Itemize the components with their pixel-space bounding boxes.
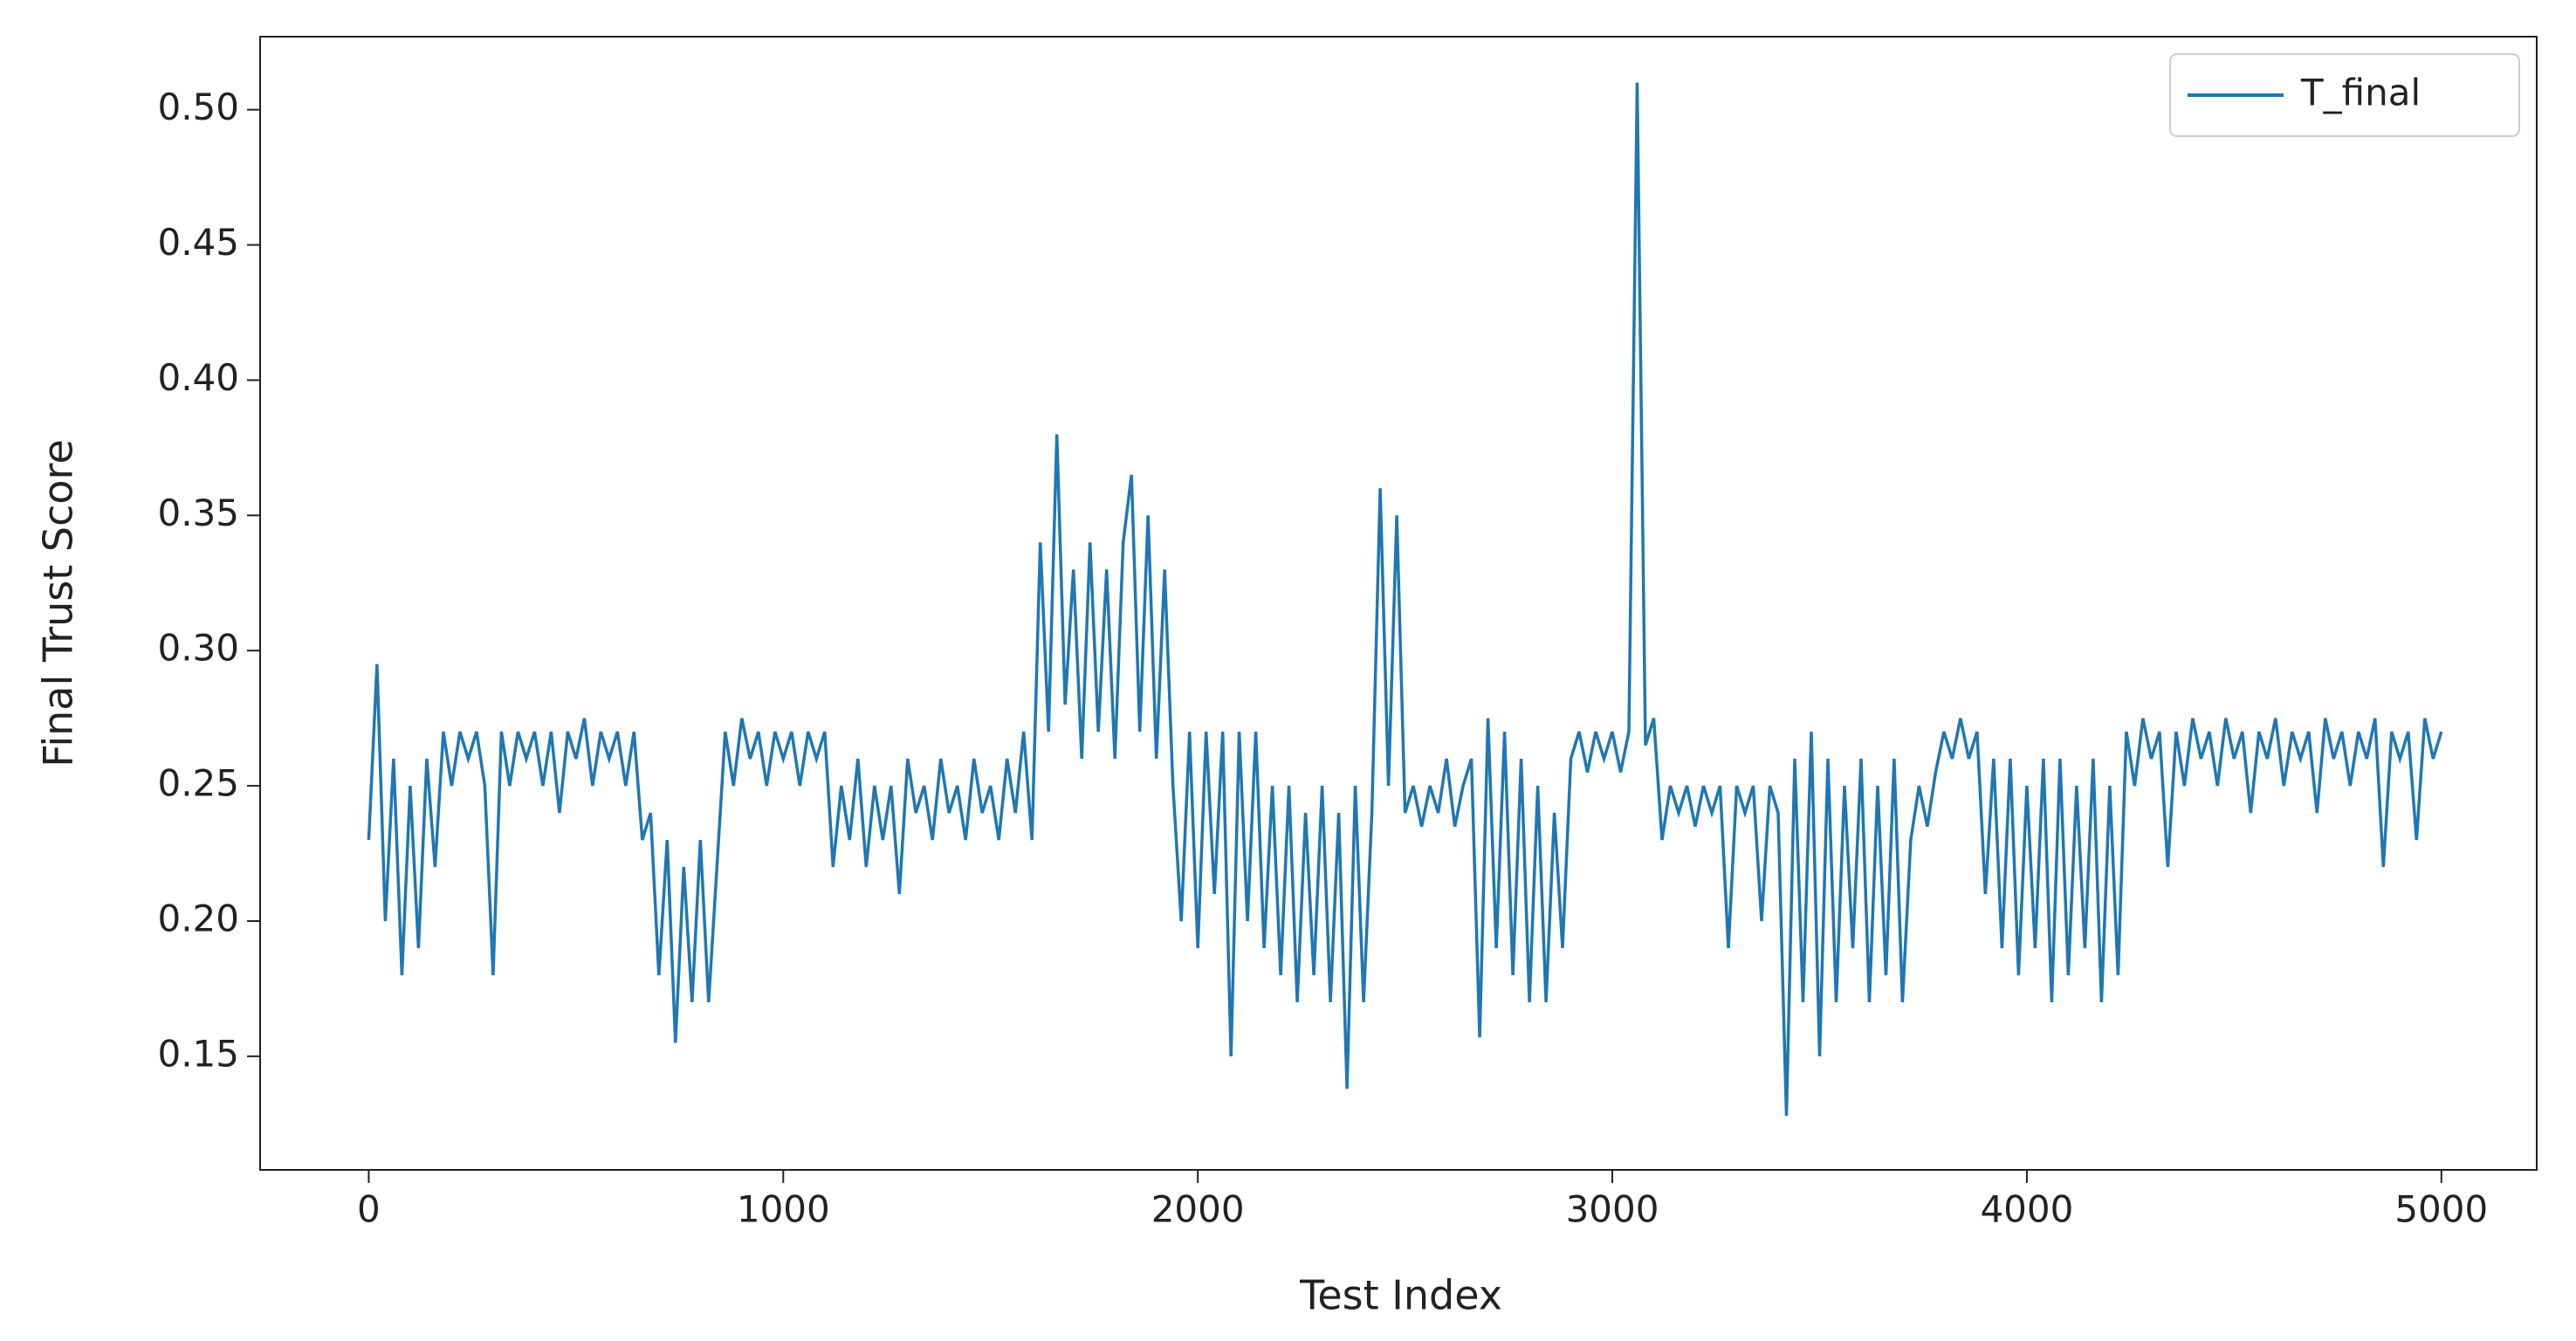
y-tick-label: 0.25 bbox=[157, 762, 239, 805]
line-series bbox=[367, 82, 2443, 1117]
x-tick-label: 1000 bbox=[737, 1188, 830, 1231]
y-tick-label: 0.20 bbox=[157, 897, 239, 939]
x-tick-label: 5000 bbox=[2394, 1188, 2488, 1231]
y-tick-label: 0.40 bbox=[157, 356, 239, 399]
x-tick-label: 2000 bbox=[1151, 1188, 1245, 1231]
y-tick-label: 0.30 bbox=[157, 627, 239, 670]
legend-label: T_final bbox=[2300, 72, 2421, 114]
x-tick-label: 4000 bbox=[1980, 1188, 2073, 1231]
y-axis-label: Final Trust Score bbox=[35, 439, 82, 767]
y-tick-label: 0.45 bbox=[157, 221, 239, 264]
x-tick-label: 3000 bbox=[1566, 1188, 1659, 1231]
y-tick-label: 0.15 bbox=[157, 1032, 239, 1075]
y-tick-label: 0.35 bbox=[157, 492, 239, 534]
x-tick-label: 0 bbox=[357, 1188, 381, 1231]
x-axis-label: Test Index bbox=[1299, 1272, 1502, 1319]
legend-box bbox=[2169, 53, 2520, 137]
plot-frame bbox=[259, 36, 2538, 1171]
y-tick-label: 0.50 bbox=[157, 86, 239, 128]
